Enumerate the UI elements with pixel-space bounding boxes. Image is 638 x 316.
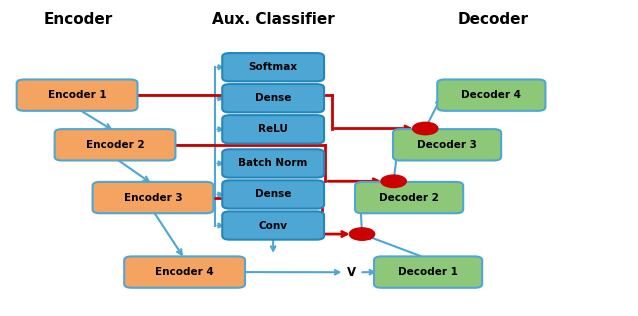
FancyBboxPatch shape [55,129,175,161]
FancyBboxPatch shape [222,53,324,81]
FancyBboxPatch shape [374,256,482,288]
FancyBboxPatch shape [222,211,324,240]
Circle shape [350,228,375,240]
Text: ReLU: ReLU [258,124,288,134]
Text: Encoder 4: Encoder 4 [155,267,214,277]
Text: Dense: Dense [255,93,292,103]
FancyBboxPatch shape [437,79,545,111]
Text: Decoder: Decoder [457,12,528,27]
Text: Encoder: Encoder [44,12,114,27]
Text: Softmax: Softmax [249,62,298,72]
FancyBboxPatch shape [222,84,324,112]
Text: Aux. Classifier: Aux. Classifier [212,12,335,27]
FancyBboxPatch shape [222,115,324,143]
Text: Decoder 4: Decoder 4 [461,90,521,100]
Text: V: V [347,266,357,279]
FancyBboxPatch shape [355,182,463,213]
Circle shape [381,175,406,187]
FancyBboxPatch shape [222,149,324,178]
Text: Encoder 3: Encoder 3 [124,192,182,203]
Text: Batch Norm: Batch Norm [239,158,308,168]
FancyBboxPatch shape [393,129,501,161]
Text: Dense: Dense [255,190,292,199]
Text: Encoder 2: Encoder 2 [85,140,144,150]
Text: Decoder 3: Decoder 3 [417,140,477,150]
FancyBboxPatch shape [17,79,137,111]
FancyBboxPatch shape [222,180,324,209]
Text: Conv: Conv [258,221,288,230]
Text: Decoder 2: Decoder 2 [379,192,439,203]
Text: Decoder 1: Decoder 1 [398,267,458,277]
FancyBboxPatch shape [93,182,213,213]
Circle shape [413,122,438,135]
Text: Encoder 1: Encoder 1 [48,90,107,100]
FancyBboxPatch shape [124,256,245,288]
